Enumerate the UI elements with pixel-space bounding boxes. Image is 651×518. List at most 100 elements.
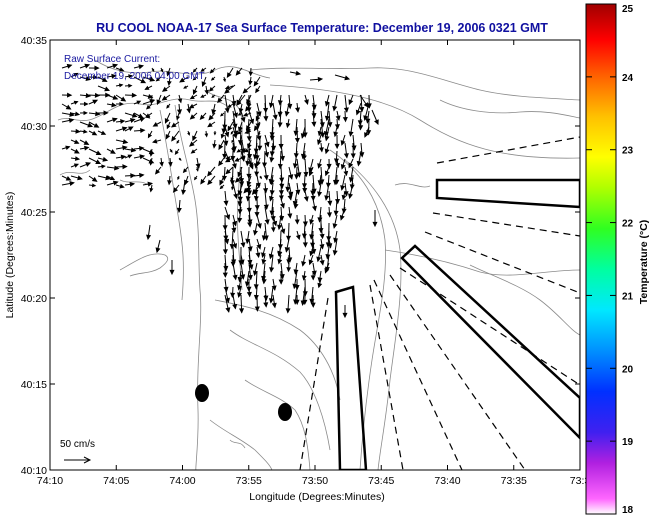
vector-head — [263, 204, 269, 211]
vector-head — [154, 169, 161, 175]
vector-head — [326, 212, 332, 218]
vector-head — [294, 219, 300, 225]
vector-head — [256, 223, 262, 229]
vector-head — [225, 156, 230, 162]
vector-head — [209, 69, 215, 74]
vector-head — [131, 112, 138, 118]
vector-head — [333, 237, 339, 244]
vector-head — [240, 148, 246, 154]
vector-head — [335, 162, 341, 169]
vector-head — [327, 243, 333, 249]
vector-head — [145, 104, 151, 110]
vector-head — [285, 186, 291, 193]
vector-head — [177, 98, 183, 104]
x-tick-label: 74:10 — [37, 475, 63, 487]
vector-head — [245, 196, 251, 202]
vector-head — [374, 119, 379, 126]
vector-head — [69, 111, 75, 117]
vector-head — [339, 214, 345, 221]
vector-head — [237, 171, 243, 178]
vector-head — [324, 170, 330, 177]
vector-head — [225, 214, 231, 221]
x-tick-label: 73:50 — [302, 475, 328, 487]
vector-head — [333, 131, 339, 138]
vector-head — [85, 93, 92, 99]
vector-head — [324, 267, 330, 274]
vector-head — [295, 107, 301, 113]
vector-head — [222, 249, 228, 255]
vector-head — [65, 175, 72, 181]
vector-head — [348, 99, 354, 106]
vector-head — [343, 170, 349, 177]
vector-head — [319, 132, 325, 138]
vector-head — [284, 111, 290, 117]
vector-head — [122, 139, 129, 145]
vector-head — [156, 99, 162, 106]
vector-head — [103, 110, 109, 116]
vector-head — [293, 203, 299, 210]
vector-head — [240, 116, 246, 123]
vector-head — [272, 114, 278, 121]
vector-head — [278, 195, 284, 201]
vector-head — [311, 205, 317, 212]
vector-head — [277, 122, 283, 128]
vector-head — [309, 250, 315, 257]
vector-head — [119, 101, 124, 107]
vector-head — [255, 252, 261, 259]
vector-head — [122, 145, 128, 151]
vector-head — [101, 77, 108, 82]
vector-head — [303, 196, 309, 202]
vector-head — [247, 274, 253, 281]
vector-head — [192, 76, 197, 81]
vector-head — [152, 138, 158, 144]
vector-head — [237, 217, 243, 224]
vector-head — [264, 219, 270, 225]
vector-head — [179, 77, 185, 83]
vector-head — [104, 86, 111, 92]
y-tick-label: 40:20 — [21, 293, 47, 305]
vector-head — [334, 124, 340, 130]
vector-head — [317, 163, 323, 169]
vector-head — [169, 149, 173, 153]
y-tick-label: 40:35 — [21, 35, 47, 47]
x-tick-label: 73:35 — [501, 475, 527, 487]
vector-head — [161, 86, 168, 92]
vector-head — [279, 155, 285, 162]
vector-head — [172, 187, 179, 193]
vector-head — [340, 140, 346, 146]
vector-head — [248, 80, 253, 86]
vector-head — [166, 71, 171, 77]
vector-head — [223, 200, 229, 207]
radar-beams — [299, 136, 580, 470]
vector-head — [200, 178, 206, 185]
vector-head — [207, 170, 213, 177]
y-tick-label: 40:25 — [21, 207, 47, 219]
vector-head — [222, 272, 228, 278]
vector-head — [254, 171, 260, 177]
vector-head — [95, 111, 101, 117]
colorbar-tick-label: 18 — [622, 505, 634, 516]
vector-head — [348, 193, 353, 200]
vector-head — [111, 73, 117, 79]
vector-head — [73, 72, 79, 78]
vector-head — [324, 195, 330, 201]
vector-head — [236, 130, 241, 135]
vector-head — [253, 163, 259, 169]
station-marker — [278, 403, 292, 421]
vector-head — [269, 267, 275, 273]
vector-head — [308, 170, 314, 177]
vector-head — [268, 102, 274, 109]
vector-head — [211, 109, 217, 115]
colorbar-tick-label: 19 — [622, 437, 634, 448]
vector-head — [83, 110, 88, 116]
y-axis-ticks: 40:35 40:30 40:25 40:20 40:15 40:10 — [21, 35, 580, 477]
vector-head — [189, 141, 195, 147]
vector-head — [285, 308, 291, 314]
vector-head — [112, 63, 119, 69]
vector-head — [343, 191, 349, 197]
vector-head — [277, 250, 283, 257]
vector-head — [271, 285, 277, 292]
vector-head — [73, 100, 79, 105]
vector-head — [208, 114, 214, 121]
vector-head — [245, 160, 251, 167]
